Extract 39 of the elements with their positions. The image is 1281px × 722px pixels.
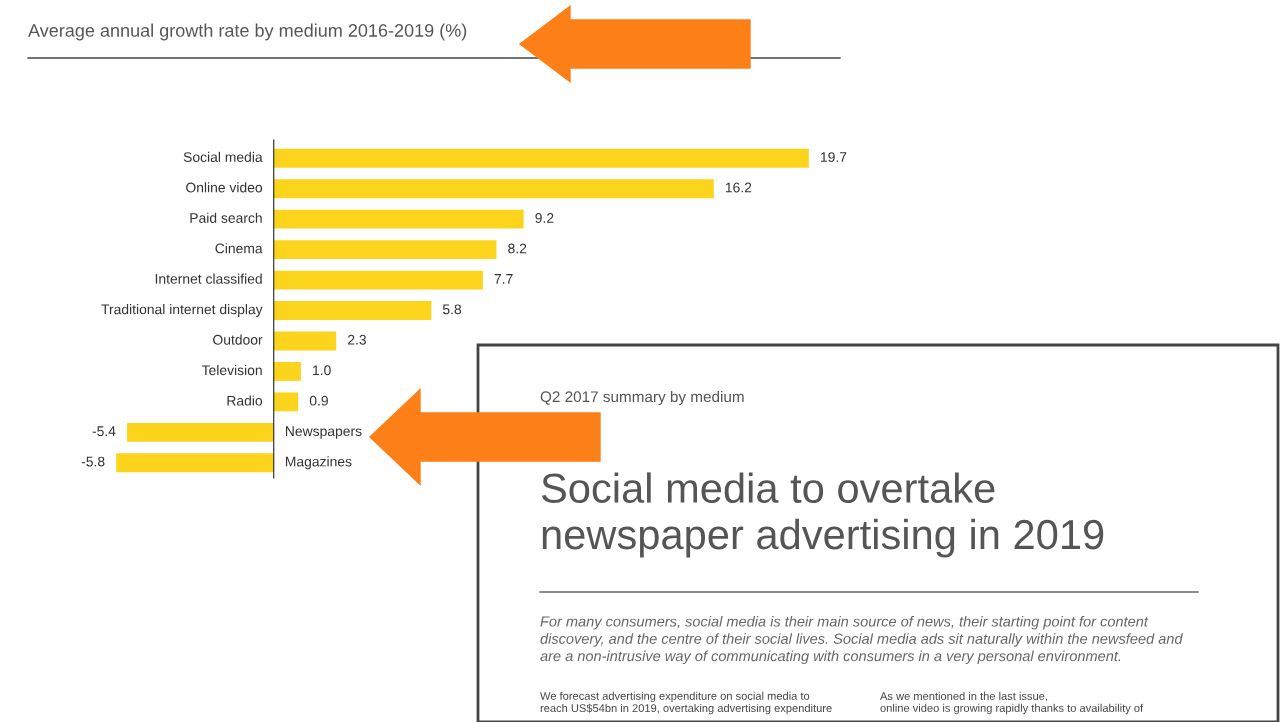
data-label: -5.4 xyxy=(92,426,116,437)
bar xyxy=(273,270,483,290)
bar xyxy=(127,422,274,442)
y-tick-label: Social media xyxy=(183,151,263,162)
chart-title: Average annual growth rate by medium 2016-2019 (%) xyxy=(28,23,467,41)
annotation: Q2 2017 summary by medium xyxy=(540,390,744,406)
text: As we mentioned in the last issue, online video is growing rapidly thanks to availability of xyxy=(880,691,1144,715)
data-label: 7.7 xyxy=(494,274,513,284)
data-label: 5.8 xyxy=(442,304,462,315)
bar xyxy=(273,301,432,320)
data-label: 8.2 xyxy=(508,243,527,254)
y-tick-label: Cinema xyxy=(215,243,263,254)
bar xyxy=(273,392,299,412)
bar xyxy=(273,179,714,199)
y-tick-label: Traditional internet display xyxy=(101,304,263,317)
bar xyxy=(116,453,274,473)
y-tick-label: Television xyxy=(201,364,262,376)
annotation: Social media to overtake newspaper advertising in 2019 xyxy=(541,472,1104,558)
data-label: 1.0 xyxy=(313,365,331,376)
y-tick-label: Internet classified xyxy=(155,273,262,284)
data-label: -5.8 xyxy=(81,456,105,467)
y-tick-label: Online video xyxy=(186,182,263,193)
data-label: 0.9 xyxy=(309,395,328,406)
y-tick-label: Newspapers xyxy=(285,426,362,439)
data-label: 16.2 xyxy=(725,182,752,193)
data-label: 2.3 xyxy=(348,334,367,345)
y-tick-label: Outdoor xyxy=(213,334,263,345)
bar xyxy=(273,361,301,381)
y-tick-label: Magazines xyxy=(285,456,352,470)
text: For many consumers, social media is their main source of news, their starting point for content discovery, and the centre of their social lives. Social media ads sit naturally within the newsfeed and are a non-intrusive way of communicating with consumers in a very personal environment. xyxy=(540,615,1183,665)
bar xyxy=(273,240,497,260)
bar xyxy=(273,331,337,351)
data-label: 9.2 xyxy=(535,213,554,223)
bar xyxy=(273,209,524,229)
text: We forecast advertising expenditure on social media to reach US$54bn in 2019, overtaking advertising expenditure xyxy=(540,691,832,715)
y-tick-label: Radio xyxy=(227,395,263,406)
bar xyxy=(273,148,809,168)
data-label: 19.7 xyxy=(821,152,847,162)
y-tick-label: Paid search xyxy=(190,212,262,223)
